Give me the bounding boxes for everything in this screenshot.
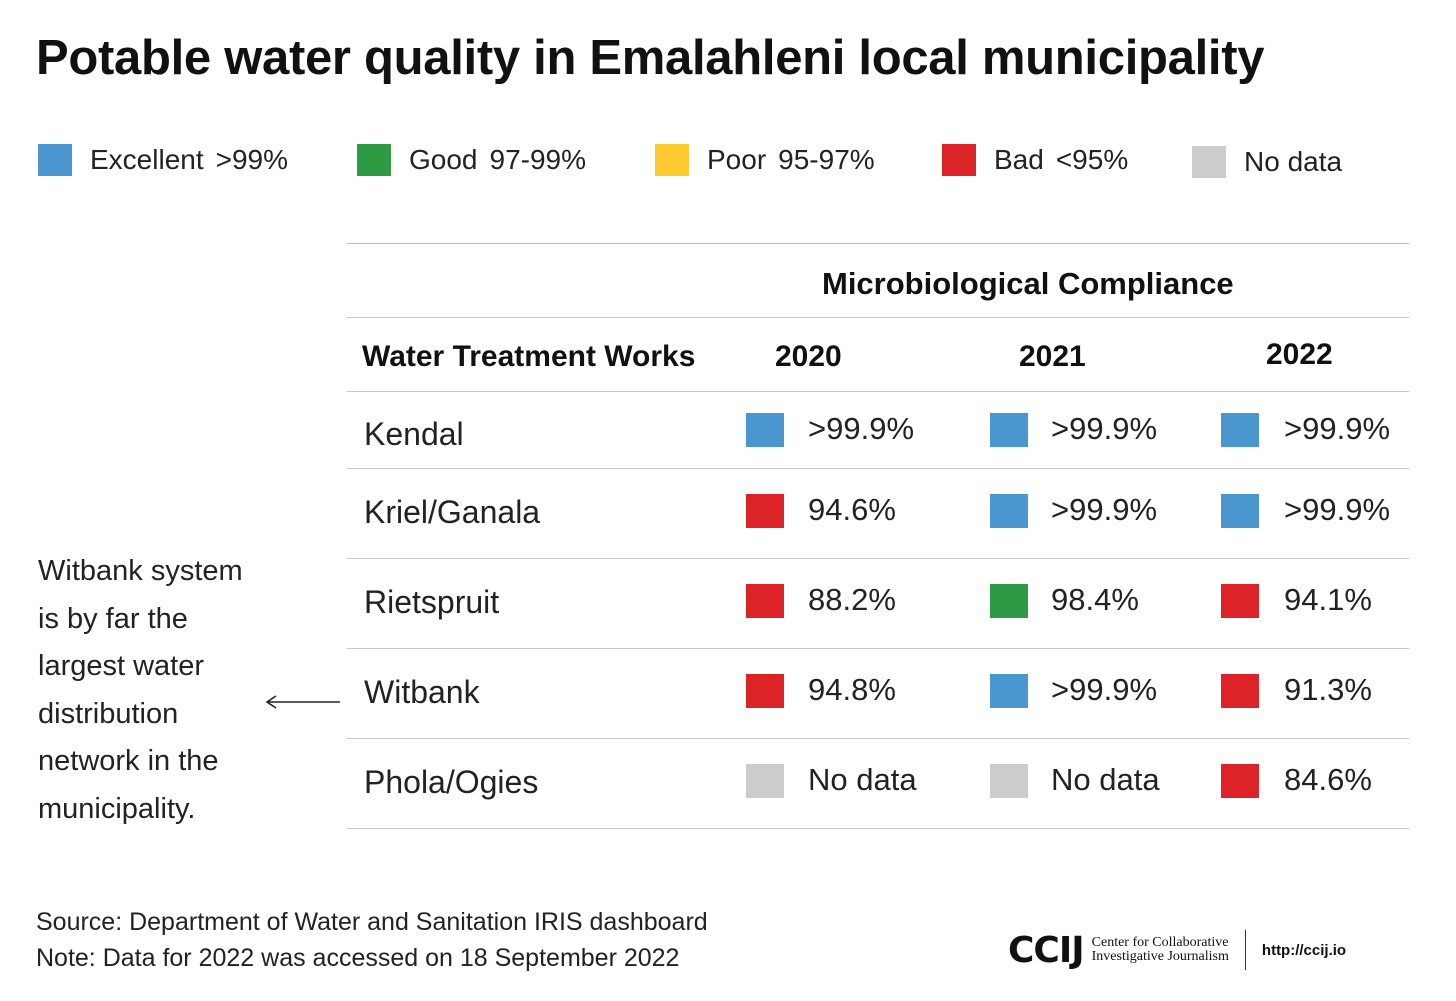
cell-value: 94.8%	[808, 672, 896, 707]
source-notes: Source: Department of Water and Sanitati…	[36, 904, 708, 976]
legend-item-bad: Bad <95%	[942, 140, 1128, 180]
table-row: Kendal >99.9% >99.9% >99.9%	[0, 392, 1456, 468]
column-header-2022: 2022	[1266, 338, 1333, 371]
left-arrow-icon	[264, 692, 342, 717]
row-rule	[347, 828, 1409, 829]
annotation-line: is by far the	[38, 602, 188, 635]
cell-swatch-excellent	[1221, 413, 1259, 447]
cell-value: >99.9%	[1051, 672, 1158, 707]
logo-name-line-1: Center for Collaborative	[1091, 935, 1229, 950]
cell-value: >99.9%	[1051, 492, 1158, 527]
legend-range: 97-99%	[489, 144, 587, 175]
logo-name: Center for Collaborative Investigative J…	[1092, 936, 1229, 964]
row-name: Witbank	[364, 674, 480, 710]
row-rule	[347, 558, 1409, 559]
cell-swatch-excellent	[1221, 494, 1259, 528]
row-rule	[347, 468, 1409, 469]
cell-value: No data	[1051, 762, 1160, 797]
cell-swatch-bad	[1221, 584, 1259, 618]
cell-value: >99.9%	[808, 411, 915, 446]
logo-divider	[1244, 930, 1246, 970]
cell-swatch-bad	[1221, 674, 1259, 708]
cell-swatch-bad	[746, 674, 784, 708]
legend-label: No data	[1244, 146, 1343, 177]
annotation-line: municipality.	[38, 792, 196, 825]
column-header-2020: 2020	[775, 340, 842, 373]
annotation-line: largest water	[38, 650, 205, 682]
legend-item-poor: Poor 95-97%	[655, 140, 875, 180]
legend-label: Good	[409, 144, 478, 175]
source-line: Source: Department of Water and Sanitati…	[36, 908, 708, 936]
table-top-rule	[347, 243, 1409, 244]
row-name: Rietspruit	[364, 584, 500, 620]
legend-swatch	[357, 144, 391, 176]
row-rule	[347, 648, 1409, 649]
cell-value: 94.1%	[1284, 582, 1372, 617]
annotation: Witbank system is by far the largest water…	[38, 548, 288, 833]
column-header-rule	[347, 391, 1409, 392]
table-row: Kriel/Ganala 94.6% >99.9% >99.9%	[0, 468, 1456, 558]
annotation-line: network in the	[38, 745, 219, 777]
legend-item-excellent: Excellent >99%	[38, 140, 288, 180]
legend-label: Bad	[994, 144, 1044, 175]
group-header-rule	[347, 317, 1409, 318]
cell-value: 94.6%	[808, 492, 896, 527]
cell-swatch-nodata	[746, 764, 784, 798]
note-line: Note: Data for 2022 was accessed on 18 S…	[36, 944, 680, 972]
legend-swatch	[942, 144, 976, 176]
row-rule	[347, 738, 1409, 739]
table-row: Rietspruit 88.2% 98.4% 94.1%	[0, 558, 1456, 648]
cell-swatch-excellent	[990, 494, 1028, 528]
legend-range: >99%	[215, 144, 289, 175]
annotation-line: Witbank system	[38, 555, 243, 587]
ccij-logo: CCIJ Center for Collaborative Investigat…	[1008, 925, 1346, 975]
cell-value: No data	[808, 762, 917, 797]
cell-swatch-excellent	[990, 674, 1028, 708]
annotation-line: distribution	[38, 697, 179, 730]
legend-label: Poor	[707, 144, 767, 175]
cell-value: >99.9%	[1051, 411, 1158, 446]
legend-swatch	[38, 144, 72, 176]
row-name: Phola/Ogies	[364, 764, 539, 800]
row-name: Kriel/Ganala	[364, 494, 541, 530]
group-header: Microbiological Compliance	[822, 266, 1234, 301]
cell-value: 84.6%	[1284, 762, 1372, 797]
logo-url[interactable]: http://ccij.io	[1261, 941, 1347, 959]
cell-swatch-excellent	[990, 413, 1028, 447]
row-header: Water Treatment Works	[362, 340, 696, 373]
legend-label: Excellent	[90, 144, 204, 175]
cell-swatch-excellent	[746, 413, 784, 447]
table-row: Witbank 94.8% >99.9% 91.3%	[0, 648, 1456, 738]
legend-item-good: Good 97-99%	[357, 140, 586, 180]
page-title: Potable water quality in Emalahleni loca…	[36, 31, 1265, 85]
cell-swatch-good	[990, 584, 1028, 618]
row-name: Kendal	[364, 416, 464, 452]
cell-value: 88.2%	[808, 582, 896, 617]
cell-value: 91.3%	[1284, 672, 1372, 707]
legend-swatch	[655, 144, 689, 176]
cell-swatch-bad	[1221, 764, 1259, 798]
legend-item-nodata: No data	[1192, 142, 1342, 182]
column-header-2021: 2021	[1019, 340, 1086, 373]
logo-mark: CCIJ	[1008, 929, 1085, 971]
cell-swatch-bad	[746, 494, 784, 528]
table-row: Phola/Ogies No data No data 84.6%	[0, 738, 1456, 828]
cell-swatch-nodata	[990, 764, 1028, 798]
legend-range: <95%	[1055, 144, 1129, 175]
legend-range: 95-97%	[778, 144, 875, 175]
cell-value: 98.4%	[1051, 582, 1139, 617]
legend: Excellent >99% Good 97-99% Poor 95-97% Bad <95%…	[0, 0, 1456, 200]
cell-value: >99.9%	[1284, 492, 1391, 527]
cell-value: >99.9%	[1284, 411, 1391, 446]
legend-swatch	[1192, 146, 1226, 178]
cell-swatch-bad	[746, 584, 784, 618]
logo-name-line-2: Investigative Journalism	[1091, 949, 1229, 964]
